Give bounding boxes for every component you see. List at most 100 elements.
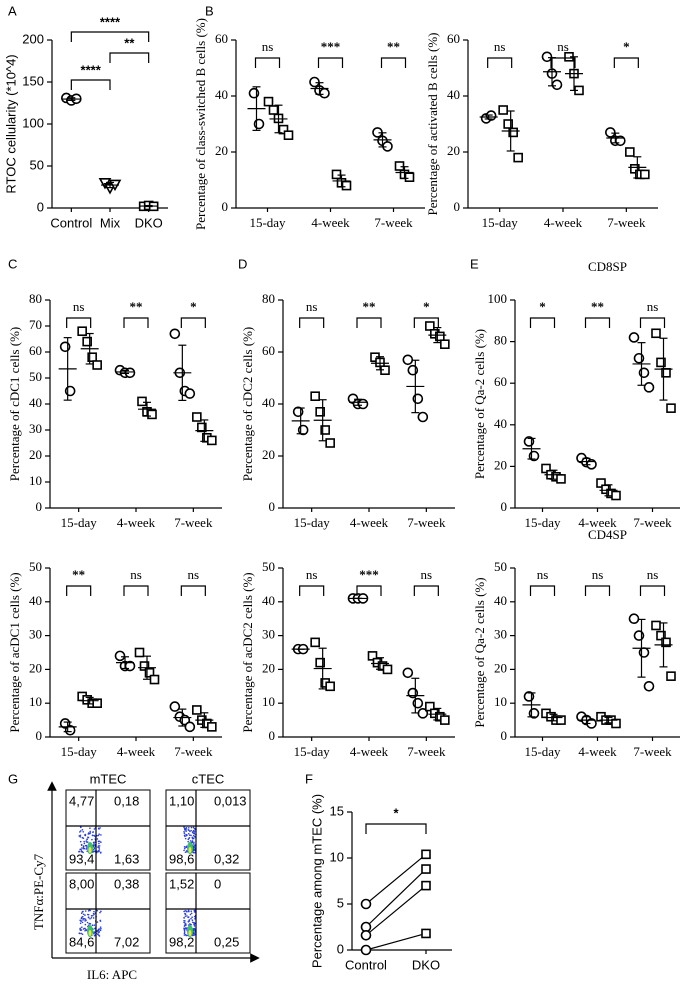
- flow-event: [97, 840, 100, 843]
- panel-letter: G: [8, 771, 18, 786]
- flow-event: [192, 834, 195, 837]
- flow-event: [87, 836, 89, 839]
- y-tick-label: 60: [215, 31, 228, 46]
- x-tick-label: 7-week: [374, 215, 413, 230]
- flow-event: [193, 934, 195, 937]
- flow-event: [183, 925, 186, 927]
- significance-label: ns: [537, 567, 549, 582]
- y-tick-label: 70: [29, 317, 42, 332]
- flow-event: [193, 846, 195, 849]
- y-tick-label: 20: [447, 143, 460, 158]
- y-tick-label: 0: [36, 728, 43, 743]
- x-tick-label: 15-day: [294, 515, 331, 530]
- significance-label: ***: [359, 567, 379, 582]
- point: [263, 96, 274, 107]
- flow-event: [92, 844, 95, 847]
- y-tick-label: 0: [36, 499, 43, 514]
- point: [87, 352, 97, 363]
- flow-event: [93, 848, 95, 851]
- panel-letter: F: [305, 771, 313, 786]
- x-tick-label: 15-day: [482, 215, 519, 230]
- point: [149, 674, 160, 685]
- flow-event: [192, 843, 195, 845]
- y-tick-label: 60: [447, 31, 460, 46]
- flow-event: [96, 909, 99, 912]
- point: [169, 701, 181, 712]
- flow-event: [184, 846, 186, 848]
- point: [666, 671, 676, 681]
- flow-event: [93, 910, 95, 913]
- flow-event: [96, 921, 99, 923]
- point: [184, 388, 196, 399]
- flow-event: [81, 926, 83, 929]
- significance-bracket: [529, 585, 556, 596]
- panel-letter: B: [205, 3, 214, 18]
- flow-event: [98, 842, 100, 845]
- flow-event: [183, 847, 186, 850]
- x-tick-label: 4-week: [578, 744, 617, 759]
- point: [611, 718, 621, 729]
- flow-event: [92, 914, 94, 917]
- point: [248, 87, 260, 99]
- point: [633, 630, 645, 641]
- y-tick-label: 20: [262, 447, 275, 462]
- flow-event: [84, 914, 86, 916]
- flow-event: [87, 916, 90, 919]
- flow-event: [93, 828, 96, 830]
- flow-event: [192, 929, 195, 932]
- flow-event: [99, 920, 102, 922]
- point: [666, 403, 676, 413]
- pair-line: [365, 853, 427, 905]
- point: [643, 680, 655, 692]
- significance-bracket: [356, 317, 382, 328]
- flow-event: [187, 829, 190, 831]
- significance-label: ***: [321, 39, 341, 54]
- flow-event: [190, 923, 192, 926]
- point: [412, 393, 424, 405]
- significance-bracket: [66, 585, 92, 596]
- x-tick-label: 4-week: [578, 515, 617, 530]
- flow-plot: [165, 872, 251, 954]
- significance-label: ****: [100, 14, 121, 29]
- point: [440, 339, 450, 350]
- y-axis-label: Percentage of cDC2 cells (%): [240, 327, 255, 482]
- y-axis-label: Percentage of Qa-2 cells (%): [472, 577, 487, 727]
- significance-bracket: [66, 317, 92, 328]
- point: [283, 130, 294, 140]
- significance-bracket: [123, 317, 149, 328]
- flow-event: [80, 843, 83, 846]
- significance-bracket: [299, 317, 325, 328]
- point: [633, 352, 645, 364]
- flow-event: [79, 922, 82, 925]
- flow-event: [90, 917, 93, 919]
- flow-event: [193, 841, 195, 844]
- chart-title: CD8SP: [588, 259, 627, 274]
- flow-event: [79, 830, 82, 832]
- point: [513, 152, 523, 163]
- flow-event: [184, 851, 187, 853]
- point: [360, 929, 372, 941]
- flow-event: [82, 910, 84, 913]
- flow-event: [191, 837, 194, 840]
- chart-title: CD4SP: [588, 527, 627, 542]
- flow-event: [184, 922, 186, 924]
- flow-event: [78, 932, 81, 935]
- y-tick-label: 0: [337, 941, 344, 956]
- flow-event: [192, 837, 195, 840]
- significance-bracket: [254, 57, 281, 68]
- point: [611, 490, 621, 501]
- y-tick-label: 40: [262, 395, 275, 410]
- flow-event: [192, 829, 195, 832]
- y-tick-label: 0: [269, 728, 276, 743]
- y-tick-label: 5: [337, 895, 344, 910]
- flow-event: [189, 830, 191, 833]
- significance-bracket: [317, 57, 344, 68]
- y-tick-label: 0: [501, 728, 508, 743]
- flow-event: [187, 910, 190, 912]
- y-tick-label: 40: [494, 416, 507, 431]
- significance-bracket: [639, 317, 666, 328]
- point: [315, 657, 325, 668]
- flow-plot: [65, 872, 151, 954]
- quadrant-value: 98,2: [169, 934, 194, 949]
- significance-bracket: [123, 585, 149, 596]
